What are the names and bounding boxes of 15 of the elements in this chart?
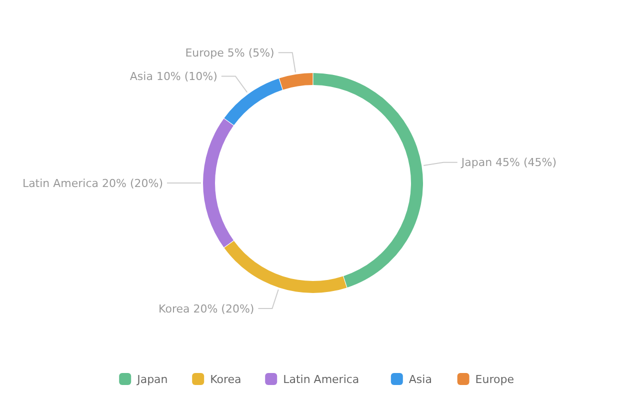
category-label: Korea 20% (20%) <box>158 302 254 316</box>
category-label: Japan 45% (45%) <box>461 156 557 170</box>
donut-slice <box>313 73 423 288</box>
category-label: Europe 5% (5%) <box>185 46 274 60</box>
legend-label: Asia <box>408 372 432 386</box>
donut-slice <box>203 118 234 248</box>
category-label: Latin America 20% (20%) <box>22 176 163 190</box>
donut-slice <box>224 78 282 126</box>
donut-slice <box>279 73 313 90</box>
legend-label: Latin America <box>283 372 360 386</box>
donut-slice <box>224 240 347 293</box>
category-label: Asia 10% (10%) <box>130 70 218 84</box>
legend-label: Korea <box>210 372 242 386</box>
legend-label: Japan <box>136 372 168 386</box>
legend-label: Europe <box>475 372 514 386</box>
